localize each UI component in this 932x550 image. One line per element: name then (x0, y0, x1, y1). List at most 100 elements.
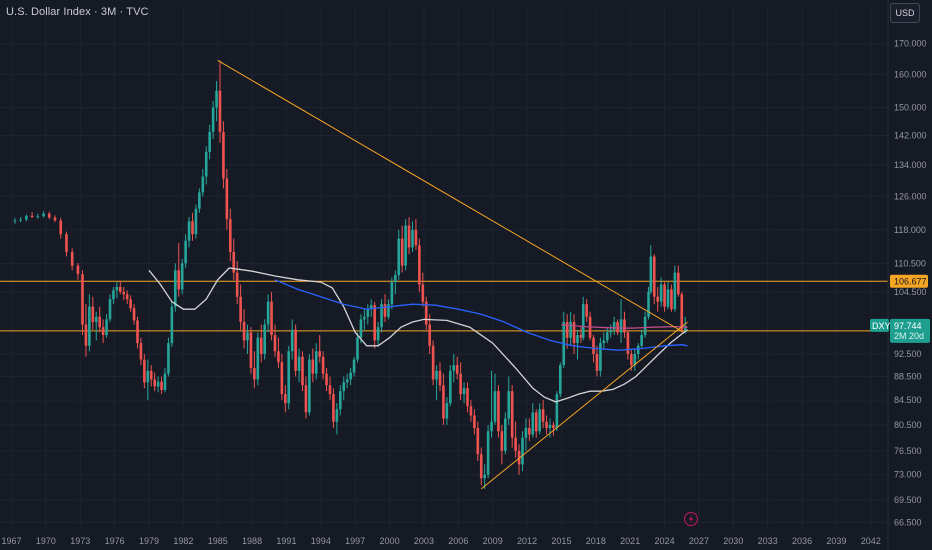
candle-body (411, 229, 414, 248)
candle-body (633, 354, 637, 366)
candle-body (466, 388, 469, 407)
time-tick-label: 1967 (1, 536, 21, 546)
candle-body (146, 370, 150, 383)
candle-body (304, 385, 308, 413)
chart-title: U.S. Dollar Index · 3M · TVC (6, 6, 149, 18)
candle-body (112, 290, 115, 300)
candle-body (218, 90, 222, 132)
candle-body (623, 319, 626, 333)
candle-body (555, 394, 559, 429)
candle-body (612, 321, 616, 330)
candle-body (673, 272, 677, 310)
candle-body (136, 320, 139, 344)
candle-body (424, 301, 428, 325)
candle-body (476, 428, 480, 455)
candle-body (640, 335, 643, 346)
symbol-label: DXY (872, 321, 891, 331)
candle-body (314, 351, 318, 374)
candle-body (479, 454, 483, 479)
candle-body (462, 388, 466, 395)
candle-body (383, 304, 387, 317)
candle-body (88, 306, 91, 346)
candle-body (132, 308, 136, 321)
horizontal-levels[interactable] (0, 280, 888, 332)
candle-body (115, 286, 119, 291)
candle-body (125, 294, 129, 300)
price-tick-label: 84.500 (894, 395, 922, 405)
candle-body (455, 365, 459, 374)
candle-body (404, 225, 407, 266)
time-tick-label: 2042 (861, 536, 881, 546)
candle-body (497, 391, 500, 432)
candle-body (507, 391, 511, 419)
price-axis[interactable]: 170.000 160.000 150.000 142.000 134.000 126.0… (887, 0, 927, 550)
candle-body (666, 289, 670, 307)
time-tick-label: 1976 (105, 536, 125, 546)
candle-body (47, 213, 51, 218)
candle-body (452, 365, 456, 371)
candle-body (418, 245, 421, 285)
candle-body (445, 403, 449, 419)
candle-body (387, 304, 390, 317)
price-tick-label: 126.000 (894, 191, 927, 201)
time-tick-label: 1985 (208, 536, 228, 546)
candle-body (514, 437, 517, 451)
candle-body (143, 359, 146, 383)
candle-body (81, 274, 84, 325)
candle-body (167, 343, 170, 374)
time-tick-label: 2012 (517, 536, 537, 546)
candle-body (592, 337, 595, 355)
trendlines[interactable] (217, 60, 688, 490)
time-tick-label: 1973 (70, 536, 90, 546)
candle-body (397, 238, 401, 276)
candle-body (469, 406, 473, 416)
candle-body (428, 324, 431, 346)
last-price-tag (890, 318, 930, 343)
candle-body (232, 251, 236, 273)
candle-body (94, 316, 98, 322)
candle-body (101, 327, 105, 336)
candle-body (335, 409, 339, 422)
candle-body (576, 335, 579, 344)
price-tick-label: 160.000 (894, 70, 927, 80)
candle-body (263, 324, 266, 355)
candle-body (538, 409, 541, 432)
candle-body (153, 379, 156, 387)
candle-body (541, 409, 545, 422)
price-tick-label: 150.000 (894, 103, 927, 113)
candle-body (605, 332, 609, 341)
candle-body (208, 131, 211, 152)
candle-body (683, 325, 687, 330)
time-tick-label: 1988 (242, 536, 262, 546)
candle-body (548, 424, 552, 429)
level-price-label: 106.677 (894, 276, 927, 286)
candle-body (524, 428, 528, 438)
candle-body (490, 421, 493, 432)
candle-body (332, 394, 335, 422)
price-tick-label: 142.000 (894, 130, 927, 140)
candle-body (500, 431, 504, 451)
candle-body (70, 251, 74, 266)
candle-body (626, 332, 630, 355)
candle-body (229, 219, 232, 252)
lightning-icon[interactable] (684, 512, 698, 526)
candle-body (380, 304, 383, 328)
candle-body (366, 309, 370, 317)
candle-body (659, 284, 663, 302)
candle-body (256, 337, 260, 380)
moving-average-line (274, 279, 688, 351)
candle-body (609, 329, 613, 333)
moving-average-line (148, 267, 688, 403)
time-axis[interactable]: 1967 1970 1973 1976 1979 1982 1985 1988 1991 1994… (1, 536, 880, 546)
candle-body (287, 351, 291, 404)
candle-body (321, 356, 325, 374)
candle-body (630, 354, 633, 366)
candle-body (280, 362, 284, 395)
candle-body (160, 381, 163, 390)
candle-body (76, 265, 80, 275)
time-tick-label: 2033 (758, 536, 778, 546)
candle-body (352, 359, 356, 373)
moving-averages (148, 267, 688, 403)
currency-button[interactable]: USD (890, 3, 920, 23)
candle-body (30, 215, 34, 218)
